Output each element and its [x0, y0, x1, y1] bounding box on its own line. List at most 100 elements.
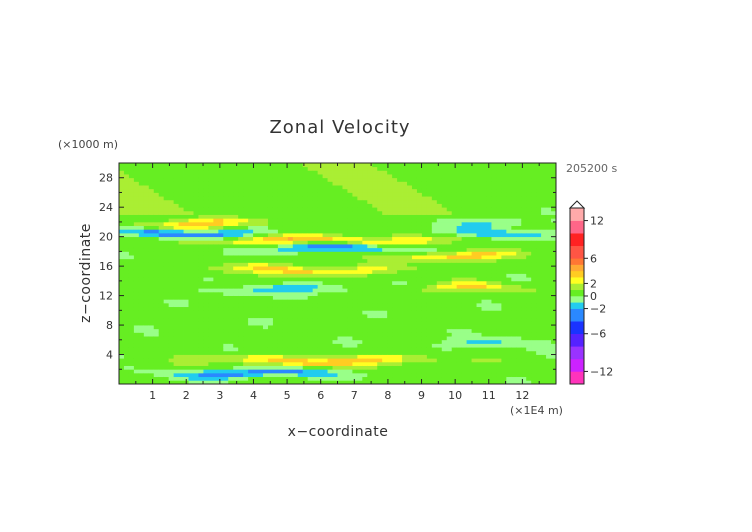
heatmap-cell: [491, 358, 497, 363]
heatmap-cell: [436, 181, 443, 186]
heatmap-cell: [516, 328, 522, 333]
heatmap-cell: [367, 218, 373, 223]
heatmap-cell: [228, 365, 234, 370]
heatmap-cell: [327, 181, 333, 186]
heatmap-cell: [173, 207, 179, 212]
heatmap-cell: [302, 266, 309, 271]
heatmap-cell: [178, 332, 184, 337]
heatmap-cell: [307, 247, 314, 252]
heatmap-cell: [352, 354, 358, 359]
heatmap-cell: [233, 299, 239, 304]
heatmap-cell: [436, 266, 443, 271]
heatmap-cell: [327, 207, 333, 212]
heatmap-cell: [377, 347, 383, 352]
heatmap-cell: [526, 354, 532, 359]
heatmap-cell: [392, 218, 398, 223]
heatmap-cell: [377, 232, 383, 238]
heatmap-cell: [193, 306, 199, 311]
heatmap-cell: [471, 273, 477, 278]
heatmap-cell: [456, 203, 463, 208]
heatmap-cell: [133, 302, 140, 308]
heatmap-cell: [133, 225, 140, 230]
heatmap-cell: [387, 210, 393, 215]
heatmap-cell: [178, 295, 184, 300]
heatmap-cell: [148, 262, 155, 267]
heatmap-cell: [521, 207, 527, 212]
heatmap-cell: [377, 185, 383, 190]
heatmap-cell: [411, 166, 418, 171]
heatmap-cell: [407, 170, 413, 175]
heatmap-cell: [426, 328, 433, 333]
heatmap-cell: [466, 203, 472, 208]
heatmap-cell: [431, 372, 438, 378]
heatmap-cell: [347, 339, 353, 344]
heatmap-cell: [148, 321, 155, 326]
heatmap-cell: [451, 188, 458, 193]
heatmap-cell: [506, 185, 512, 190]
heatmap-cell: [267, 177, 274, 182]
heatmap-cell: [332, 266, 338, 271]
heatmap-cell: [148, 218, 155, 223]
heatmap-cell: [143, 365, 150, 370]
heatmap-cell: [402, 170, 408, 175]
heatmap-cell: [188, 255, 194, 260]
heatmap-cell: [362, 284, 368, 289]
heatmap-cell: [277, 299, 284, 304]
heatmap-cell: [496, 299, 502, 304]
heatmap-cell: [521, 255, 527, 260]
heatmap-cell: [407, 306, 413, 311]
heatmap-cell: [233, 288, 239, 293]
heatmap-cell: [372, 203, 378, 208]
heatmap-cell: [163, 163, 170, 168]
heatmap-cell: [253, 174, 259, 179]
heatmap-cell: [153, 350, 160, 355]
heatmap-cell: [397, 376, 403, 381]
heatmap-cell: [133, 170, 140, 175]
heatmap-cell: [277, 321, 284, 326]
heatmap-cell: [516, 354, 522, 359]
heatmap-cell: [223, 185, 229, 190]
heatmap-cell: [178, 280, 184, 285]
heatmap-cell: [421, 251, 428, 256]
heatmap-cell: [382, 218, 388, 223]
heatmap-cell: [362, 218, 368, 223]
heatmap-cell: [357, 306, 363, 311]
heatmap-cell: [481, 221, 487, 227]
heatmap-cell: [218, 325, 224, 330]
heatmap-cell: [526, 203, 532, 208]
heatmap-cell: [198, 325, 204, 330]
heatmap-cell: [501, 203, 507, 208]
heatmap-cell: [421, 196, 428, 201]
heatmap-cell: [119, 336, 125, 341]
heatmap-cell: [312, 284, 319, 289]
heatmap-cell: [128, 251, 135, 256]
heatmap-cell: [198, 218, 204, 223]
heatmap-cell: [431, 291, 438, 296]
heatmap-cell: [526, 251, 532, 256]
heatmap-cell: [407, 325, 413, 330]
heatmap-cell: [322, 218, 328, 223]
heatmap-cell: [203, 284, 209, 289]
heatmap-cell: [218, 255, 224, 260]
heatmap-cell: [372, 376, 378, 381]
heatmap-cell: [491, 177, 497, 182]
heatmap-cell: [183, 310, 189, 315]
heatmap-cell: [198, 347, 204, 352]
heatmap-cell: [466, 196, 472, 201]
heatmap-cell: [173, 170, 179, 175]
heatmap-cell: [372, 240, 378, 245]
heatmap-cell: [119, 295, 125, 300]
heatmap-cell: [501, 365, 507, 370]
heatmap-cell: [282, 166, 289, 171]
heatmap-cell: [446, 332, 453, 337]
heatmap-cell: [267, 310, 274, 315]
heatmap-cell: [297, 163, 304, 168]
heatmap-cell: [228, 325, 234, 330]
heatmap-cell: [337, 358, 343, 363]
heatmap-cell: [466, 343, 472, 348]
heatmap-cell: [238, 280, 244, 285]
heatmap-cell: [168, 358, 175, 363]
heatmap-cell: [322, 314, 328, 319]
heatmap-cell: [138, 317, 145, 322]
heatmap-cell: [342, 185, 348, 190]
